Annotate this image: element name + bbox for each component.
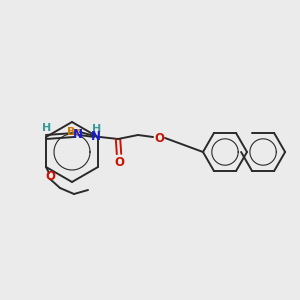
Text: O: O: [154, 131, 164, 145]
Text: O: O: [45, 169, 55, 182]
Text: N: N: [91, 130, 101, 143]
Text: O: O: [114, 155, 124, 169]
Text: H: H: [92, 124, 102, 134]
Text: H: H: [42, 123, 52, 133]
Text: N: N: [73, 128, 83, 142]
Text: Br: Br: [67, 127, 81, 137]
